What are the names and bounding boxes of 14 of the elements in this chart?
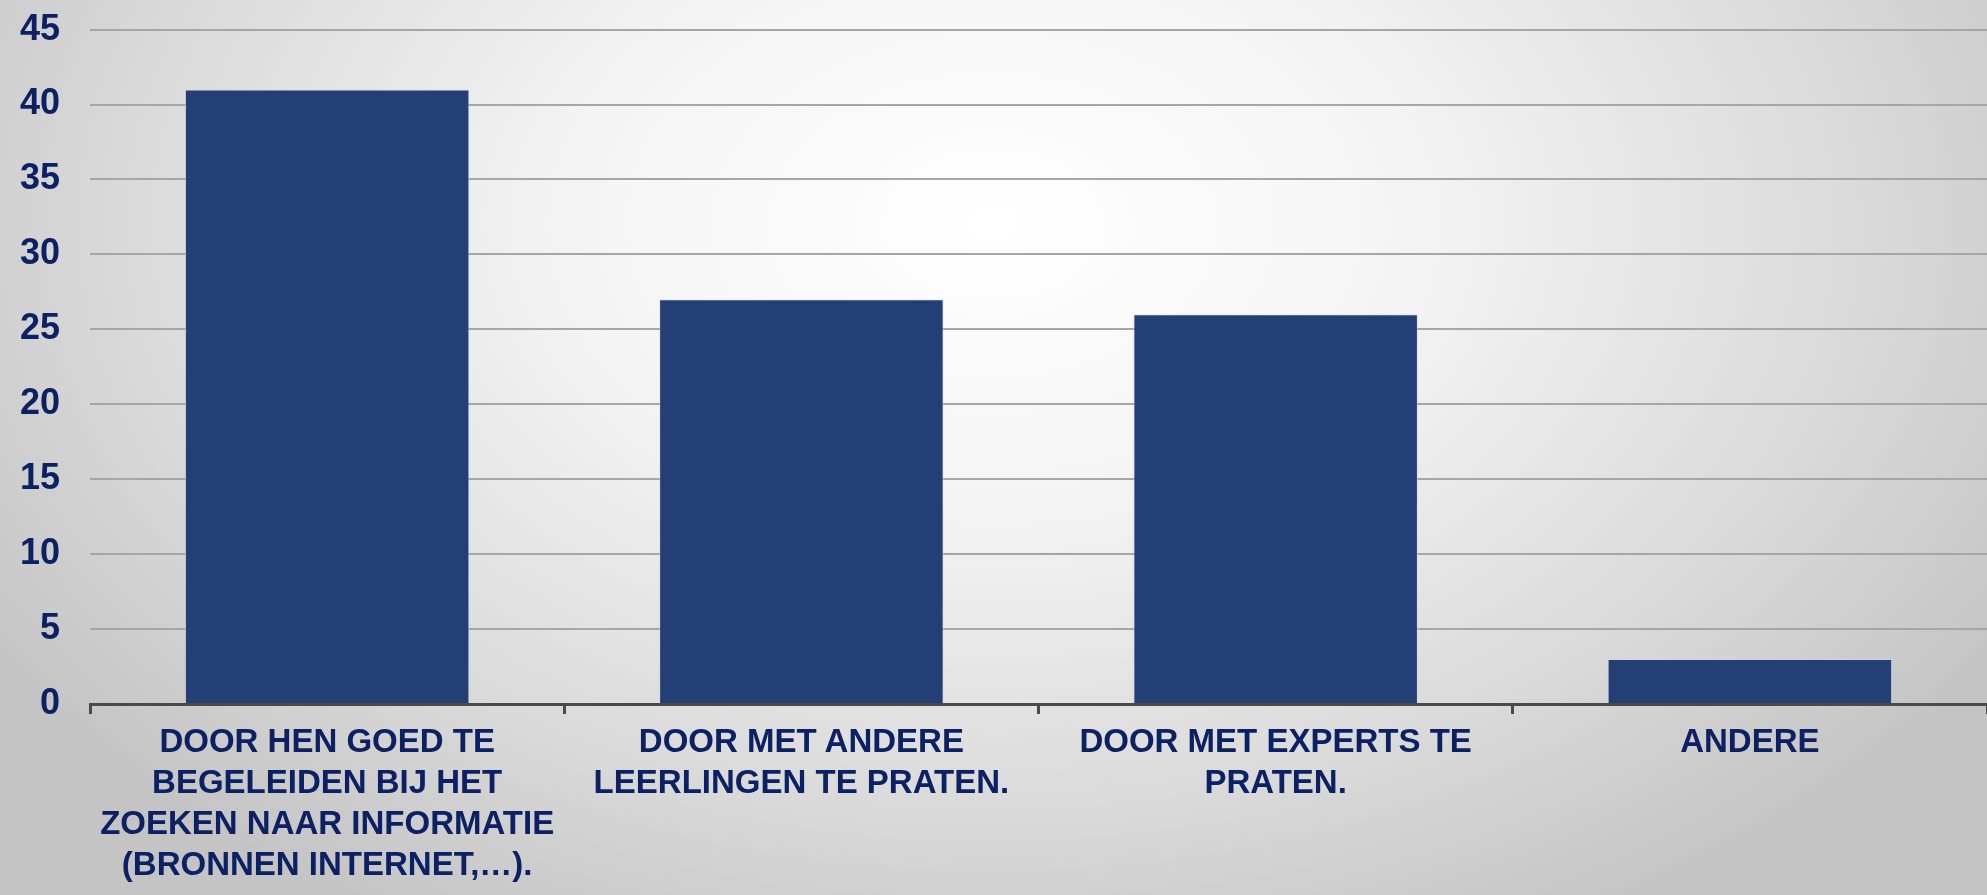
y-tick-label: 20 bbox=[20, 381, 61, 423]
y-tick-label: 5 bbox=[40, 605, 61, 647]
y-tick-label: 25 bbox=[20, 306, 61, 348]
y-tick-label: 15 bbox=[20, 456, 61, 498]
y-tick-label: 0 bbox=[40, 680, 61, 722]
y-tick-label: 35 bbox=[20, 156, 61, 198]
x-tick-label: DOOR MET EXPERTS TE PRATEN. bbox=[1079, 721, 1472, 800]
y-tick-label: 40 bbox=[20, 81, 61, 123]
x-tick-label: DOOR HEN GOED TE BEGELEIDEN BIJ HET ZOEKEN NAAR INFORMATIE (BRONNEN INTERNET,…). bbox=[100, 721, 555, 883]
y-tick-label: 30 bbox=[20, 231, 61, 273]
y-tick-label: 45 bbox=[20, 6, 61, 48]
y-tick-label: 10 bbox=[20, 531, 61, 573]
x-tick-label: ANDERE bbox=[1680, 721, 1820, 759]
x-tick-label: DOOR MET ANDERE LEERLINGEN TE PRATEN. bbox=[593, 721, 1010, 800]
